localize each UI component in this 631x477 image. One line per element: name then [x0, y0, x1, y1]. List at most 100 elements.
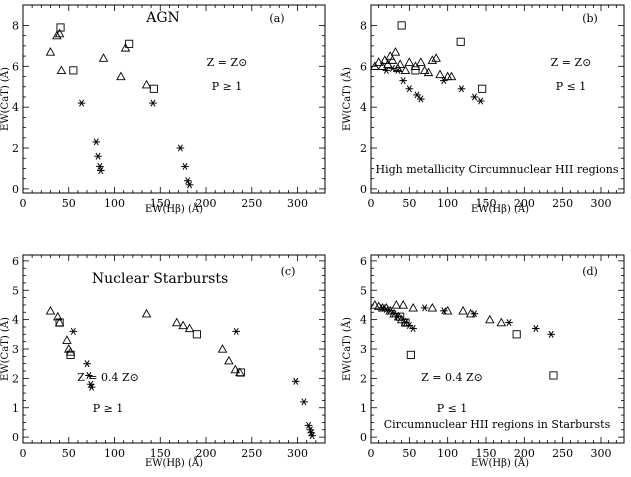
data-point-asterisk: [382, 66, 391, 74]
data-point-triangle: [62, 335, 72, 344]
x-tick-label: 150: [476, 197, 497, 210]
data-point-triangle: [416, 57, 426, 66]
data-point-asterisk: [96, 162, 104, 170]
data-point-triangle: [45, 305, 56, 315]
data-point-asterisk: [87, 383, 96, 391]
data-point-triangle: [404, 57, 415, 66]
data-point-triangle: [370, 300, 380, 309]
x-axis-label: EW(Hβ) (Å): [471, 457, 529, 469]
x-tick-label: 50: [402, 197, 416, 210]
x-tick-label: 250: [552, 197, 573, 210]
panel-annotation: High metallicity Circumnuclear HII regio…: [375, 163, 618, 176]
data-point-asterisk: [149, 99, 157, 107]
data-point-square: [236, 368, 245, 377]
y-tick-label: 6: [360, 60, 367, 73]
y-tick-label: 6: [360, 255, 367, 268]
data-point-asterisk: [409, 324, 417, 332]
x-tick-label: 150: [476, 447, 497, 460]
panel-annotation: Z = Z⊙: [207, 56, 248, 69]
data-point-asterisk: [96, 167, 105, 175]
data-point-triangle: [435, 69, 445, 79]
data-markers: [45, 23, 194, 189]
data-point-square: [55, 318, 64, 327]
panel-annotation: P ≥ 1: [93, 402, 124, 415]
data-point-triangle: [410, 61, 421, 70]
data-point-triangle: [98, 53, 109, 62]
data-point-square: [406, 350, 415, 359]
data-point-square: [66, 350, 75, 359]
data-point-asterisk: [394, 313, 402, 321]
panel-annotation: P ≤ 1: [556, 80, 587, 93]
data-point-triangle: [398, 300, 408, 309]
data-point-triangle: [446, 71, 457, 81]
x-tick-label: 50: [402, 447, 416, 460]
y-tick-label: 2: [12, 142, 19, 155]
data-point-triangle: [385, 51, 395, 60]
panel-annotation: Circumnuclear HII regions in Starbursts: [384, 418, 611, 431]
data-point-triangle: [458, 305, 468, 315]
y-axis-label: EW(CaT) (Å): [341, 67, 353, 131]
data-point-triangle: [116, 71, 126, 81]
x-tick-label: 200: [514, 447, 535, 460]
x-tick-label: 250: [241, 447, 262, 460]
data-point-triangle: [427, 55, 438, 64]
data-point-triangle: [431, 53, 441, 62]
panel-a: 0 50 100 150 200 250 300 0 2 4 6 8 EW(Hβ) (Å) EW(CaT)…: [0, 4, 326, 215]
data-point-triangle: [178, 320, 188, 330]
data-point-asterisk: [399, 77, 407, 85]
data-point-asterisk: [547, 330, 555, 338]
x-tick-label: 0: [368, 197, 375, 210]
data-point-triangle: [53, 311, 63, 321]
data-point-triangle: [391, 300, 402, 309]
data-point-triangle: [224, 355, 234, 365]
x-tick-label: 150: [150, 447, 171, 460]
data-point-triangle: [419, 65, 430, 75]
y-tick-label: 3: [360, 343, 367, 356]
panel-letter: (c): [281, 265, 296, 278]
data-point-asterisk: [77, 99, 86, 107]
data-point-asterisk: [69, 327, 78, 335]
x-tick-label: 100: [104, 197, 125, 210]
data-point-square: [192, 330, 201, 339]
panel-c: 0 50 100 150 200 250 300 0 1 2 3 4 5 6 EW(Hβ) (Å) EW(Ca…: [0, 254, 326, 469]
data-point-triangle: [141, 308, 152, 318]
data-point-square: [549, 371, 558, 380]
data-point-triangle: [485, 314, 495, 324]
data-point-triangle: [52, 30, 62, 40]
y-axis-label: EW(CaT) (Å): [0, 67, 11, 131]
y-tick-label: 0: [12, 183, 19, 196]
x-tick-label: 100: [437, 197, 458, 210]
data-point-square: [125, 39, 134, 48]
data-point-asterisk: [308, 432, 316, 440]
y-tick-label: 2: [360, 372, 367, 385]
x-tick-label: 250: [241, 197, 262, 210]
data-point-asterisk: [300, 398, 308, 406]
data-point-asterisk: [183, 177, 192, 185]
data-point-asterisk: [83, 360, 91, 368]
x-tick-label: 0: [368, 447, 375, 460]
x-tick-label: 0: [20, 197, 27, 210]
data-point-asterisk: [476, 97, 485, 105]
data-point-square: [456, 37, 465, 46]
x-tick-label: 0: [20, 447, 27, 460]
data-point-triangle: [54, 28, 65, 38]
x-tick-label: 300: [591, 447, 612, 460]
data-point-triangle: [373, 301, 384, 311]
panel-b: 0 50 100 150 200 250 300 0 2 4 6 8 EW(Hβ) (Å) EW(CaT)…: [341, 4, 625, 215]
panel-annotation: Z = Z⊙: [551, 56, 592, 69]
data-point-triangle: [217, 344, 228, 353]
data-point-square: [56, 23, 65, 32]
data-point-square: [149, 84, 158, 93]
data-point-asterisk: [470, 310, 479, 318]
y-tick-label: 6: [12, 60, 19, 73]
data-point-asterisk: [390, 310, 398, 318]
y-tick-label: 5: [360, 284, 367, 297]
data-markers: [370, 300, 558, 380]
data-point-asterisk: [388, 64, 397, 72]
x-tick-label: 300: [591, 197, 612, 210]
data-point-asterisk: [181, 162, 189, 170]
data-point-asterisk: [440, 307, 448, 315]
x-tick-label: 250: [552, 447, 573, 460]
data-point-square: [69, 66, 78, 75]
y-tick-label: 6: [12, 255, 19, 268]
